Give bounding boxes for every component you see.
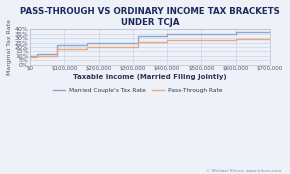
Pass-Through Rate (234, 38, 238, 40)
Married Couple's Tax Rate (55, 44, 58, 46)
Pass-Through Rate (268, 38, 272, 40)
Pass-Through Rate (136, 46, 140, 48)
X-axis label: Taxable Income (Married Filing Jointly): Taxable Income (Married Filing Jointly) (73, 74, 227, 80)
Married Couple's Tax Rate (268, 31, 272, 33)
Title: PASS-THROUGH VS ORDINARY INCOME TAX BRACKETS
UNDER TCJA: PASS-THROUGH VS ORDINARY INCOME TAX BRAC… (20, 7, 280, 27)
Legend: Married Couple's Tax Rate, Pass-Through Rate: Married Couple's Tax Rate, Pass-Through … (51, 86, 225, 95)
Pass-Through Rate (35, 56, 38, 58)
Pass-Through Rate (165, 39, 169, 41)
Married Couple's Tax Rate (35, 53, 38, 55)
Pass-Through Rate (28, 56, 32, 58)
Married Couple's Tax Rate (165, 33, 169, 35)
Pass-Through Rate (55, 55, 58, 57)
Pass-Through Rate (55, 48, 58, 50)
Line: Married Couple's Tax Rate: Married Couple's Tax Rate (30, 32, 270, 56)
Married Couple's Tax Rate (55, 53, 58, 55)
Married Couple's Tax Rate (136, 42, 140, 45)
Pass-Through Rate (165, 41, 169, 43)
Text: © Michael Kitces, www.kitces.com: © Michael Kitces, www.kitces.com (206, 169, 281, 173)
Pass-Through Rate (85, 48, 88, 50)
Married Couple's Tax Rate (165, 35, 169, 37)
Pass-Through Rate (234, 39, 238, 41)
Married Couple's Tax Rate (234, 33, 238, 35)
Pass-Through Rate (35, 55, 38, 57)
Married Couple's Tax Rate (85, 44, 88, 46)
Pass-Through Rate (136, 41, 140, 43)
Married Couple's Tax Rate (268, 31, 272, 33)
Line: Pass-Through Rate: Pass-Through Rate (30, 39, 270, 57)
Married Couple's Tax Rate (35, 55, 38, 57)
Married Couple's Tax Rate (234, 31, 238, 33)
Pass-Through Rate (85, 46, 88, 48)
Y-axis label: Marginal Tax Rate: Marginal Tax Rate (7, 19, 12, 75)
Pass-Through Rate (268, 38, 272, 40)
Married Couple's Tax Rate (136, 35, 140, 37)
Married Couple's Tax Rate (85, 42, 88, 45)
Married Couple's Tax Rate (28, 55, 32, 57)
